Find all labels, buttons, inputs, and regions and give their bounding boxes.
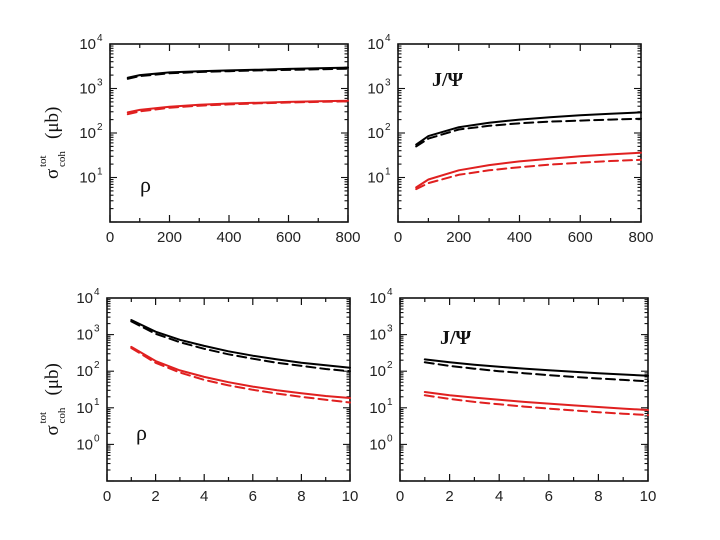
y-tick-exponent: 4 [94,287,100,298]
y-tick-label: 10 [369,363,386,380]
y-tick-label: 10 [76,436,93,453]
y-tick-label: 10 [79,125,96,142]
x-tick-label: 4 [495,488,503,505]
x-tick-label: 600 [276,229,301,246]
y-axis-label-sub: coh [56,407,68,423]
y-tick-label: 10 [76,400,93,417]
y-tick-label: 10 [369,290,386,307]
y-tick-exponent: 1 [97,167,103,178]
x-tick-label: 0 [396,488,404,505]
y-tick-label: 10 [79,170,96,187]
y-tick-label: 10 [76,290,93,307]
series-line-red-solid [130,345,351,399]
y-tick-label: 10 [79,36,96,53]
x-tick-label: 0 [394,229,402,246]
x-tick-label: 6 [249,488,257,505]
y-tick-exponent: 4 [387,287,393,298]
x-tick-label: 400 [507,229,532,246]
y-tick-label: 10 [367,81,384,98]
y-axis-label-sup: tot [37,412,49,424]
y-tick-label: 10 [369,327,386,344]
x-tick-label: 800 [335,229,360,246]
series-line-red-dashed [130,347,351,404]
y-tick-exponent: 3 [97,78,103,89]
x-tick-label: 8 [594,488,602,505]
y-tick-exponent: 2 [94,360,100,371]
series-line-red-dashed [423,394,649,417]
series-line-black-dashed [130,320,351,373]
x-tick-label: 4 [200,488,208,505]
series-line-black-solid [130,319,351,369]
series-line-black-solid [423,358,649,377]
y-tick-exponent: 3 [385,78,391,89]
x-tick-label: 200 [157,229,182,246]
y-axis-label-sup: tot [37,155,49,167]
panel-label: J/Ψ [432,69,464,91]
series-line-black-dashed [423,361,649,383]
x-tick-label: 10 [640,488,657,505]
x-tick-label: 400 [216,229,241,246]
y-tick-label: 10 [79,81,96,98]
y-tick-exponent: 2 [97,122,103,133]
y-tick-label: 10 [367,36,384,53]
x-tick-label: 200 [446,229,471,246]
x-tick-label: 2 [445,488,453,505]
series-line-black-dashed [126,67,349,80]
y-axis-label-unit: (μb) [42,363,63,395]
y-axis-label: σ tot coh (μb) [37,107,68,179]
series-line-red-solid [423,391,649,411]
panel-label: J/Ψ [440,327,472,349]
y-axis-label-sub: coh [56,151,68,167]
y-tick-exponent: 2 [387,360,393,371]
series-line-red-solid [415,151,642,189]
y-tick-exponent: 4 [385,33,391,44]
x-tick-label: 10 [342,488,359,505]
series-line-red-dashed [126,100,349,116]
y-tick-exponent: 0 [387,433,393,444]
y-tick-exponent: 1 [385,167,391,178]
panel-label: ρ [136,420,147,445]
y-axis-label-symbol: σ [42,425,63,435]
series-line-black-solid [415,111,642,146]
x-tick-label: 0 [103,488,111,505]
y-tick-exponent: 1 [387,397,393,408]
y-tick-label: 10 [367,170,384,187]
y-tick-label: 10 [76,327,93,344]
x-tick-label: 800 [628,229,653,246]
x-tick-label: 2 [151,488,159,505]
y-tick-exponent: 2 [385,122,391,133]
x-tick-label: 600 [568,229,593,246]
y-tick-exponent: 3 [94,324,100,335]
y-tick-exponent: 4 [97,33,103,44]
x-tick-label: 8 [297,488,305,505]
series-line-black-dashed [415,117,642,148]
panel-label: ρ [140,172,151,197]
y-axis-label-symbol: σ [42,169,63,179]
y-tick-label: 10 [76,363,93,380]
y-tick-exponent: 0 [94,433,100,444]
x-tick-label: 0 [106,229,114,246]
y-tick-label: 10 [369,436,386,453]
y-tick-label: 10 [369,400,386,417]
y-tick-exponent: 3 [387,324,393,335]
plot-frame [399,297,649,482]
y-axis-label-unit: (μb) [42,107,63,139]
y-tick-label: 10 [367,125,384,142]
series-line-red-dashed [415,158,642,191]
x-tick-label: 6 [545,488,553,505]
y-tick-exponent: 1 [94,397,100,408]
